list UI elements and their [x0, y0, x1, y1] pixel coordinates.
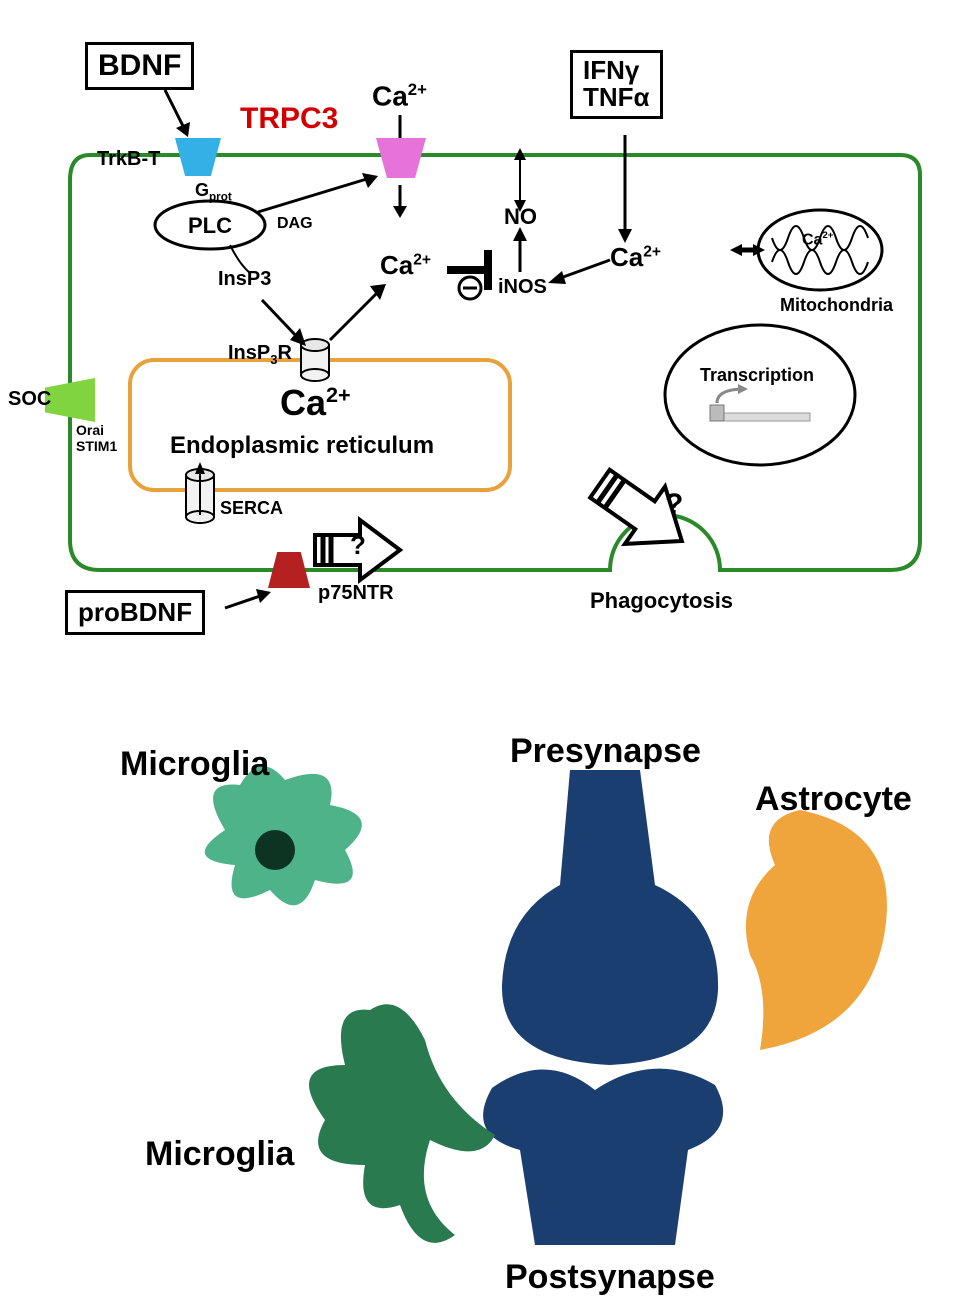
figure-container: BDNF IFNγ TNFα proBDNF TRPC3 TrkB-T SOC …	[0, 0, 958, 1300]
tnfa-label: TNFα	[583, 82, 650, 112]
microglia-label: Microglia	[120, 745, 269, 784]
stim1-label: STIM1	[76, 438, 117, 454]
microglia-lower-label: Microglia	[145, 1135, 294, 1174]
ifng-tnfa-box: IFNγ TNFα	[570, 50, 663, 119]
mitochondria-label: Mitochondria	[780, 295, 893, 316]
insp3-label: InsP3	[218, 268, 271, 291]
ca2-right: Ca2+	[610, 242, 661, 273]
question-phago: ?	[665, 488, 683, 522]
presynapse-label: Presynapse	[510, 732, 701, 771]
gprot-label: Gprot	[195, 180, 232, 204]
dag-label: DAG	[277, 215, 313, 233]
plc-label: PLC	[188, 213, 232, 239]
trkbt-label: TrkB-T	[97, 148, 160, 171]
er-label: Endoplasmic reticulum	[170, 432, 434, 460]
soc-label: SOC	[8, 388, 51, 411]
orai-label: Orai	[76, 422, 104, 438]
inos-label: iNOS	[498, 276, 547, 299]
ca2-external-trpc3: Ca2+	[372, 80, 427, 112]
insp3r-label: InsP3R	[228, 342, 292, 367]
serca-label: SERCA	[220, 498, 283, 519]
transcription-label: Transcription	[700, 365, 814, 386]
ca2-cytosol: Ca2+	[380, 250, 431, 281]
bdnf-box: BDNF	[85, 42, 194, 90]
ca2-mito: Ca2+	[802, 230, 833, 249]
astrocyte-label: Astrocyte	[755, 780, 912, 819]
no-label: NO	[504, 204, 537, 230]
probdnf-box: proBDNF	[65, 590, 205, 635]
trpc3-label: TRPC3	[240, 102, 338, 136]
ifng-label: IFNγ	[583, 55, 639, 85]
ca2-er: Ca2+	[280, 382, 351, 424]
postsynapse-label: Postsynapse	[505, 1258, 715, 1297]
p75ntr-label: p75NTR	[318, 582, 394, 605]
question-p75: ?	[350, 530, 366, 561]
phagocytosis-label: Phagocytosis	[590, 588, 733, 614]
